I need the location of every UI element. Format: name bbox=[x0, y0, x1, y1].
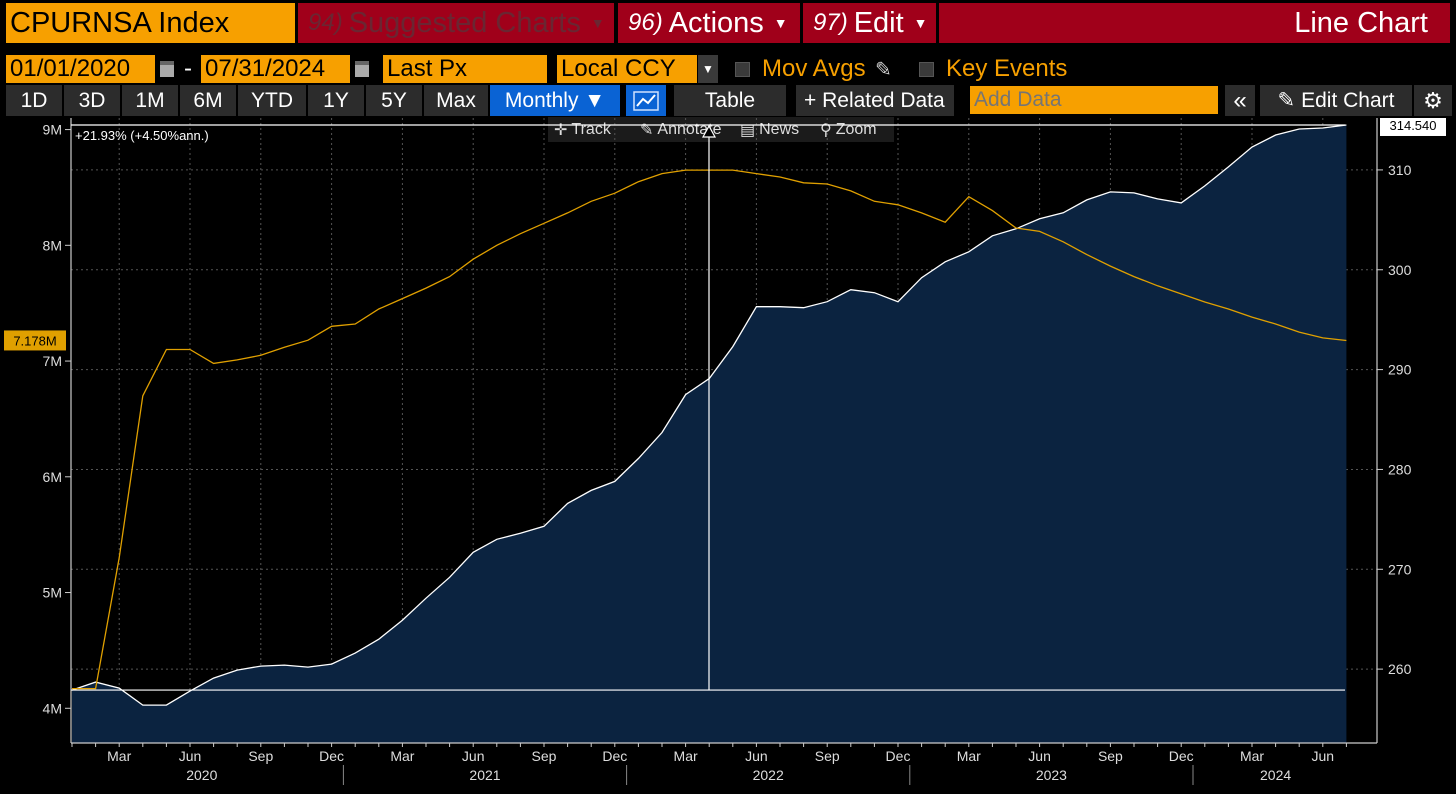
add-data-input[interactable] bbox=[970, 86, 1218, 114]
x-axis-year-label: 2021 bbox=[469, 767, 500, 783]
chart-type-label: Line Chart bbox=[1294, 6, 1428, 39]
x-axis-month-label: Mar bbox=[674, 748, 698, 764]
x-axis-month-label: Sep bbox=[532, 748, 557, 764]
x-axis-month-label: Dec bbox=[1169, 748, 1194, 764]
x-axis-year-label: 2020 bbox=[186, 767, 217, 783]
actions-menu[interactable]: 96) Actions ▼ bbox=[618, 3, 800, 43]
x-axis-month-label: Jun bbox=[745, 748, 768, 764]
suggested-charts-menu[interactable]: 94) Suggested Charts ▼ bbox=[298, 3, 614, 43]
range-3d-button[interactable]: 3D bbox=[64, 85, 120, 116]
range-1y-button[interactable]: 1Y bbox=[308, 85, 364, 116]
left-last-value-badge bbox=[4, 330, 66, 351]
left-axis-tick-label: 8M bbox=[43, 237, 62, 253]
right-axis: 260 270 280 290 300 310 314.540 bbox=[1377, 118, 1446, 677]
pencil-icon[interactable]: ✎ bbox=[875, 58, 892, 81]
menu-label: Suggested Charts bbox=[348, 6, 581, 39]
calendar-icon[interactable] bbox=[355, 55, 369, 83]
x-axis-month-label: Jun bbox=[1312, 748, 1335, 764]
line-chart[interactable]: +21.93% (+4.50%ann.) 4M5M6M7M8M9M7.178M … bbox=[0, 118, 1456, 794]
start-date-input[interactable]: 01/01/2020 bbox=[6, 55, 155, 83]
calendar-icon[interactable] bbox=[160, 55, 174, 83]
x-axis-month-label: Mar bbox=[1240, 748, 1264, 764]
measure-annotation-label: +21.93% (+4.50%ann.) bbox=[75, 128, 209, 143]
chevron-down-icon: ▼ bbox=[590, 15, 605, 31]
news-icon: ▤ bbox=[740, 121, 756, 139]
date-separator: - bbox=[184, 55, 192, 82]
line-chart-icon[interactable] bbox=[626, 85, 666, 116]
right-last-value-label: 314.540 bbox=[1390, 118, 1437, 133]
range-5y-button[interactable]: 5Y bbox=[366, 85, 422, 116]
table-button[interactable]: Table bbox=[674, 85, 786, 116]
x-axis-year-label: 2022 bbox=[753, 767, 784, 783]
chart-frame bbox=[70, 118, 1378, 744]
left-axis-tick-label: 5M bbox=[43, 585, 62, 601]
range-ytd-button[interactable]: YTD bbox=[238, 85, 306, 116]
right-axis-tick-label: 300 bbox=[1388, 262, 1412, 278]
x-axis-month-label: Jun bbox=[462, 748, 485, 764]
x-axis-year-label: 2023 bbox=[1036, 767, 1067, 783]
collapse-icon[interactable]: « bbox=[1225, 85, 1255, 116]
chevron-down-icon[interactable]: ▼ bbox=[698, 55, 718, 83]
x-axis-month-label: Sep bbox=[815, 748, 840, 764]
checkbox-icon[interactable] bbox=[735, 55, 750, 83]
chevron-down-icon: ▼ bbox=[773, 15, 788, 31]
x-axis-year-label: 2024 bbox=[1260, 767, 1291, 783]
gear-icon[interactable]: ⚙ bbox=[1414, 85, 1452, 116]
x-axis-month-label: Mar bbox=[107, 748, 131, 764]
x-axis-month-label: Jun bbox=[1028, 748, 1051, 764]
edit-chart-button[interactable]: ✎ Edit Chart bbox=[1260, 85, 1412, 116]
pencil-icon: ✎ bbox=[640, 121, 654, 139]
chart-type-title: Line Chart bbox=[939, 3, 1450, 43]
currency-select[interactable]: Local CCY bbox=[557, 55, 697, 83]
menu-number: 94) bbox=[308, 9, 343, 36]
security-title[interactable]: CPURNSA Index bbox=[6, 3, 295, 43]
related-data-button[interactable]: + Related Data bbox=[796, 85, 954, 116]
x-axis-month-label: Mar bbox=[390, 748, 414, 764]
track-tool[interactable]: ✛ Track bbox=[548, 117, 634, 142]
end-date-input[interactable]: 07/31/2024 bbox=[201, 55, 350, 83]
x-axis: Mar Jun Sep Dec Mar Jun Sep Dec Mar Jun Sep Dec Mar J… bbox=[71, 743, 1347, 785]
left-axis: 4M 5M 6M 7M 8M 9M 7.178M bbox=[4, 122, 71, 716]
pencil-icon: ✎ bbox=[1277, 89, 1296, 112]
menu-label: Actions bbox=[668, 6, 764, 39]
range-6m-button[interactable]: 6M bbox=[180, 85, 236, 116]
mov-avgs-label[interactable]: Mov Avgs bbox=[762, 55, 866, 82]
x-axis-month-label: Dec bbox=[886, 748, 911, 764]
menu-number: 97) bbox=[813, 9, 848, 36]
range-max-button[interactable]: Max bbox=[424, 85, 488, 116]
left-axis-tick-label: 6M bbox=[43, 469, 62, 485]
edit-menu[interactable]: 97) Edit ▼ bbox=[803, 3, 936, 43]
chevron-down-icon: ▼ bbox=[913, 15, 928, 31]
range-1d-button[interactable]: 1D bbox=[6, 85, 62, 116]
right-axis-tick-label: 310 bbox=[1388, 162, 1412, 178]
magnifier-icon: ⚲ bbox=[820, 121, 832, 139]
edit-chart-label: Edit Chart bbox=[1301, 88, 1395, 112]
left-last-value-label: 7.178M bbox=[13, 333, 56, 348]
x-axis-month-label: Dec bbox=[319, 748, 344, 764]
frequency-select[interactable]: Monthly ▼ bbox=[490, 85, 620, 116]
news-tool[interactable]: ▤ News bbox=[734, 117, 814, 142]
crosshair-icon: ✛ bbox=[554, 121, 568, 139]
measure-annotation: +21.93% (+4.50%ann.) bbox=[71, 124, 1345, 691]
left-axis-tick-label: 9M bbox=[43, 122, 62, 138]
x-axis-month-label: Jun bbox=[179, 748, 202, 764]
right-axis-tick-label: 270 bbox=[1388, 561, 1412, 577]
range-1m-button[interactable]: 1M bbox=[122, 85, 178, 116]
x-axis-month-label: Dec bbox=[602, 748, 627, 764]
checkbox-icon[interactable] bbox=[919, 55, 934, 83]
key-events-label[interactable]: Key Events bbox=[946, 55, 1068, 82]
left-axis-tick-label: 4M bbox=[43, 700, 62, 716]
left-axis-tick-label: 7M bbox=[43, 353, 62, 369]
x-axis-month-label: Mar bbox=[957, 748, 981, 764]
right-last-value-badge bbox=[1380, 118, 1446, 136]
field-select[interactable]: Last Px bbox=[383, 55, 547, 83]
x-axis-month-label: Sep bbox=[1098, 748, 1123, 764]
right-axis-tick-label: 260 bbox=[1388, 661, 1412, 677]
right-axis-tick-label: 290 bbox=[1388, 362, 1412, 378]
measure-arrow-head bbox=[701, 124, 717, 138]
x-axis-month-label: Sep bbox=[248, 748, 273, 764]
menu-number: 96) bbox=[628, 9, 663, 36]
menu-label: Edit bbox=[853, 6, 904, 39]
right-axis-tick-label: 280 bbox=[1388, 461, 1412, 477]
